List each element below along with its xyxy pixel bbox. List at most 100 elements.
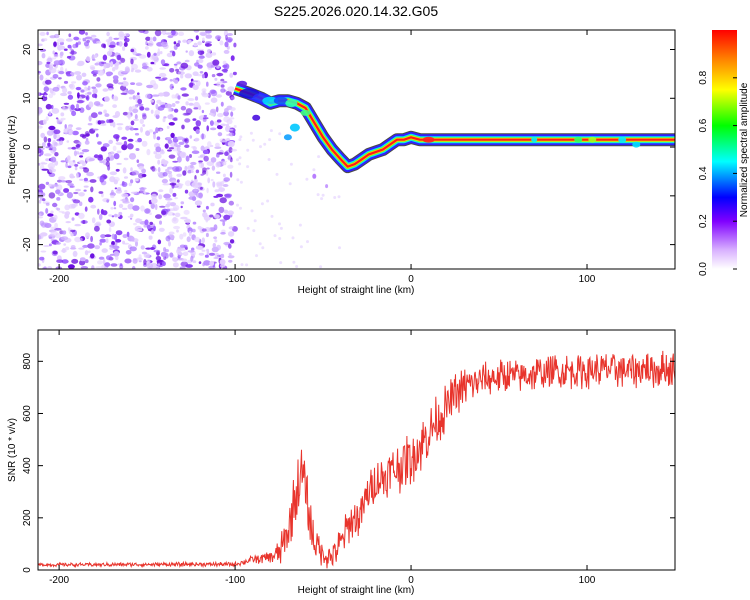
noise-speck	[222, 80, 228, 84]
noise-speck	[155, 146, 162, 153]
noise-speck	[51, 184, 59, 188]
noise-speck	[79, 237, 83, 242]
noise-speck	[194, 96, 199, 101]
noise-speck	[150, 99, 155, 103]
noise-speck	[48, 243, 52, 247]
noise-speck	[74, 164, 79, 167]
noise-speck	[101, 43, 106, 48]
noise-speck	[194, 175, 197, 181]
noise-speck	[103, 109, 107, 114]
noise-speck	[192, 146, 197, 151]
noise-speck	[56, 134, 61, 140]
noise-speck	[150, 193, 158, 199]
noise-speck	[218, 206, 225, 214]
noise-speck	[108, 47, 115, 52]
noise-speck	[72, 199, 81, 204]
noise-speck	[75, 127, 82, 130]
noise-speck	[65, 246, 70, 251]
noise-speck	[137, 137, 143, 143]
noise-speck	[164, 103, 172, 109]
noise-speck	[224, 41, 229, 48]
noise-speck	[138, 54, 147, 59]
noise-speck	[127, 203, 134, 210]
noise-speck	[86, 171, 94, 177]
noise-speck	[269, 129, 273, 133]
noise-speck	[208, 252, 216, 256]
noise-speck	[38, 213, 42, 217]
noise-speck	[204, 254, 209, 258]
noise-speck	[159, 150, 165, 155]
noise-speck	[38, 60, 43, 66]
noise-speck	[179, 151, 187, 158]
noise-speck	[167, 107, 172, 113]
noise-speck	[201, 133, 204, 140]
noise-speck	[85, 32, 88, 36]
noise-speck	[153, 249, 161, 253]
noise-speck	[70, 185, 75, 188]
noise-speck	[320, 197, 324, 201]
x-tick-label: -100	[225, 274, 245, 285]
noise-speck	[216, 94, 222, 98]
noise-speck	[184, 118, 191, 123]
noise-speck	[75, 42, 79, 48]
noise-speck	[45, 181, 50, 185]
noise-speck	[163, 193, 171, 199]
snr-frame	[37, 329, 676, 571]
noise-speck	[220, 101, 224, 107]
noise-speck	[123, 77, 127, 81]
noise-speck	[192, 228, 196, 233]
noise-speck	[163, 247, 167, 252]
noise-speck	[192, 260, 197, 264]
noise-speck	[156, 136, 161, 141]
noise-speck	[83, 185, 89, 188]
noise-speck	[232, 71, 237, 76]
noise-speck	[125, 125, 130, 131]
noise-speck	[139, 106, 145, 111]
ridge-blob	[273, 96, 288, 105]
noise-speck	[211, 74, 216, 78]
noise-speck	[58, 70, 65, 75]
colorbar-tick-label: 0.8	[698, 70, 709, 84]
noise-speck	[118, 41, 123, 47]
noise-speck	[71, 146, 77, 150]
noise-speck	[88, 115, 92, 122]
noise-speck	[169, 83, 174, 90]
noise-speck	[50, 226, 57, 230]
noise-speck	[111, 215, 115, 218]
noise-speck	[72, 159, 76, 163]
noise-speck	[176, 146, 181, 152]
noise-speck	[155, 266, 160, 269]
noise-speck	[143, 191, 147, 195]
noise-speck	[63, 80, 69, 84]
noise-speck	[81, 72, 87, 78]
noise-speck	[142, 114, 147, 120]
noise-speck	[96, 77, 101, 82]
noise-speck	[214, 252, 220, 258]
noise-speck	[73, 36, 80, 41]
noise-speck	[140, 245, 145, 250]
noise-speck	[239, 135, 243, 139]
noise-speck	[56, 118, 60, 125]
noise-speck	[78, 212, 85, 219]
noise-speck	[112, 145, 117, 151]
noise-speck	[230, 107, 236, 111]
noise-speck	[202, 117, 209, 120]
noise-speck	[175, 100, 180, 104]
noise-speck	[212, 243, 216, 248]
noise-speck	[112, 104, 117, 108]
noise-speck	[152, 83, 159, 90]
noise-speck	[129, 127, 135, 131]
noise-speck	[80, 89, 85, 93]
noise-speck	[121, 193, 129, 198]
noise-speck	[172, 51, 176, 57]
noise-speck	[157, 172, 161, 176]
noise-speck	[228, 252, 232, 256]
noise-speck	[158, 72, 167, 78]
noise-speck	[79, 257, 86, 262]
noise-speck	[203, 114, 207, 118]
noise-speck	[149, 37, 154, 41]
noise-speck	[59, 41, 64, 46]
noise-speck	[156, 51, 161, 57]
noise-speck	[45, 103, 52, 110]
